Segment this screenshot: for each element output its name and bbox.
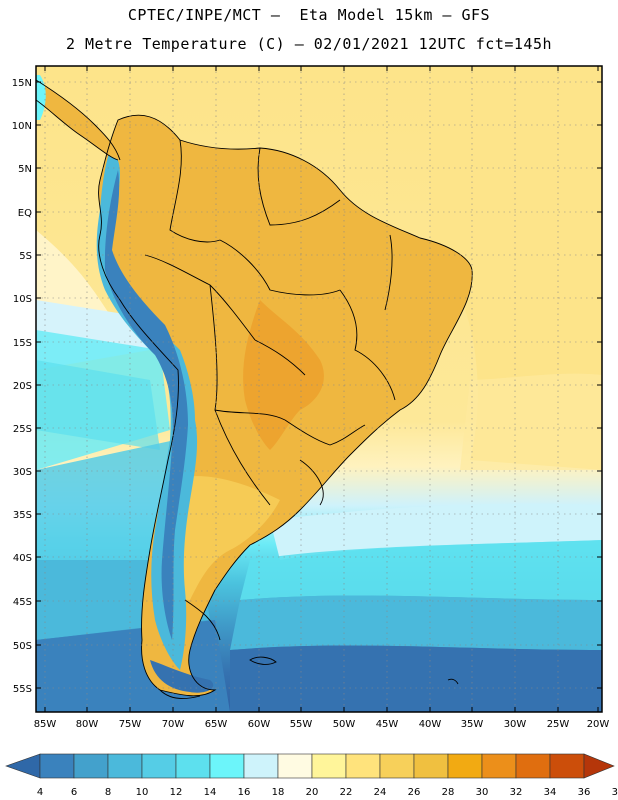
lat-label: 30S — [13, 467, 32, 478]
lat-label: 55S — [13, 684, 32, 695]
colorbar-segment — [107, 753, 143, 779]
lon-label: 50W — [333, 719, 356, 730]
lat-label: 15N — [12, 78, 32, 89]
graticule — [36, 66, 602, 712]
lat-label: 5S — [19, 251, 32, 262]
lon-label: 70W — [162, 719, 185, 730]
colorbar-segment — [277, 753, 313, 779]
colorbar-label: 22 — [340, 787, 353, 798]
coastlines — [36, 79, 473, 699]
colorbar-segment — [447, 753, 483, 779]
colorbar-label: 38 — [612, 787, 618, 798]
colorbar-segment — [39, 753, 75, 779]
lat-label: 20S — [13, 381, 32, 392]
lon-label: 75W — [119, 719, 142, 730]
colorbar-label: 26 — [408, 787, 421, 798]
temperature-field — [36, 66, 602, 712]
lat-label: 50S — [13, 641, 32, 652]
lon-label: 40W — [419, 719, 442, 730]
lat-label: 10N — [12, 121, 32, 132]
colorbar-label: 36 — [578, 787, 591, 798]
lon-label: 25W — [547, 719, 570, 730]
lat-label: 5N — [18, 164, 32, 175]
colorbar-segment — [175, 753, 211, 779]
colorbar-arrow-high — [583, 753, 615, 779]
colorbar-label: 12 — [170, 787, 183, 798]
lon-label: 65W — [205, 719, 228, 730]
colorbar-label: 30 — [476, 787, 489, 798]
colorbar-segment — [481, 753, 517, 779]
colorbar-segment — [311, 753, 347, 779]
lat-label: EQ — [18, 208, 32, 219]
lon-label: 80W — [76, 719, 99, 730]
title-line-2: 2 Metre Temperature (C) – 02/01/2021 12U… — [65, 35, 553, 53]
colorbar-segment — [243, 753, 279, 779]
lon-label: 35W — [461, 719, 484, 730]
colorbar-label: 24 — [374, 787, 387, 798]
colorbar-label: 14 — [204, 787, 217, 798]
colorbar-segment — [515, 753, 551, 779]
colorbar-segment — [549, 753, 585, 779]
lon-label: 20W — [587, 719, 610, 730]
colorbar-label: 6 — [71, 787, 77, 798]
colorbar-segment — [209, 753, 245, 779]
colorbar-segment — [413, 753, 449, 779]
colorbar-segment — [141, 753, 177, 779]
colorbar-label: 16 — [238, 787, 251, 798]
colorbar-label: 8 — [105, 787, 111, 798]
colorbar-label: 32 — [510, 787, 523, 798]
lon-label: 85W — [34, 719, 57, 730]
colorbar-label: 18 — [272, 787, 285, 798]
colorbar-arrow-low — [5, 753, 41, 779]
colorbar-label: 20 — [306, 787, 319, 798]
colorbar-label: 10 — [136, 787, 149, 798]
lat-label: 45S — [13, 597, 32, 608]
colorbar-segment — [345, 753, 381, 779]
lat-label: 40S — [13, 553, 32, 564]
lon-label: 45W — [376, 719, 399, 730]
map-frame — [35, 65, 603, 713]
axis-ticks: 15N 10N 5N EQ 5S 10S 15S 20S 25S 30S 35S 40S 45S 50S 5… — [12, 66, 610, 730]
lat-label: 35S — [13, 510, 32, 521]
lat-label: 15S — [13, 338, 32, 349]
lat-label: 25S — [13, 424, 32, 435]
colorbar-label: 34 — [544, 787, 557, 798]
lon-label: 30W — [504, 719, 527, 730]
colorbar-label: 4 — [37, 787, 43, 798]
colorbar-label: 28 — [442, 787, 455, 798]
title-line-1: CPTEC/INPE/MCT – Eta Model 15km – GFS — [127, 6, 491, 24]
colorbar-segment — [73, 753, 109, 779]
lon-label: 55W — [290, 719, 313, 730]
lon-label: 60W — [248, 719, 271, 730]
colorbar: 4 6 8 10 12 14 16 18 20 22 24 26 28 30 32 34 36 38 — [5, 753, 618, 798]
colorbar-segment — [379, 753, 415, 779]
lat-label: 10S — [13, 294, 32, 305]
